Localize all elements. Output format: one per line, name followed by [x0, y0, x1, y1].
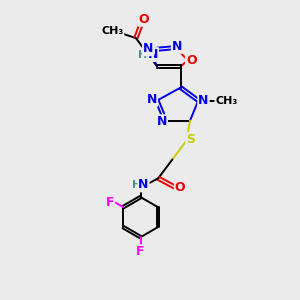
Text: CH₃: CH₃: [101, 26, 123, 36]
Text: N: N: [138, 178, 148, 191]
Text: F: F: [106, 196, 114, 209]
Text: N: N: [172, 40, 182, 53]
Text: H: H: [132, 180, 142, 190]
Text: O: O: [186, 54, 196, 67]
Text: N: N: [198, 94, 209, 107]
Text: O: O: [139, 13, 149, 26]
Text: N: N: [148, 48, 158, 61]
Text: H: H: [138, 50, 147, 60]
Text: F: F: [136, 245, 145, 258]
Text: N: N: [143, 42, 153, 55]
Text: N: N: [147, 93, 157, 106]
Text: N: N: [157, 115, 167, 128]
Text: O: O: [175, 181, 185, 194]
Text: CH₃: CH₃: [215, 95, 238, 106]
Text: S: S: [186, 133, 195, 146]
